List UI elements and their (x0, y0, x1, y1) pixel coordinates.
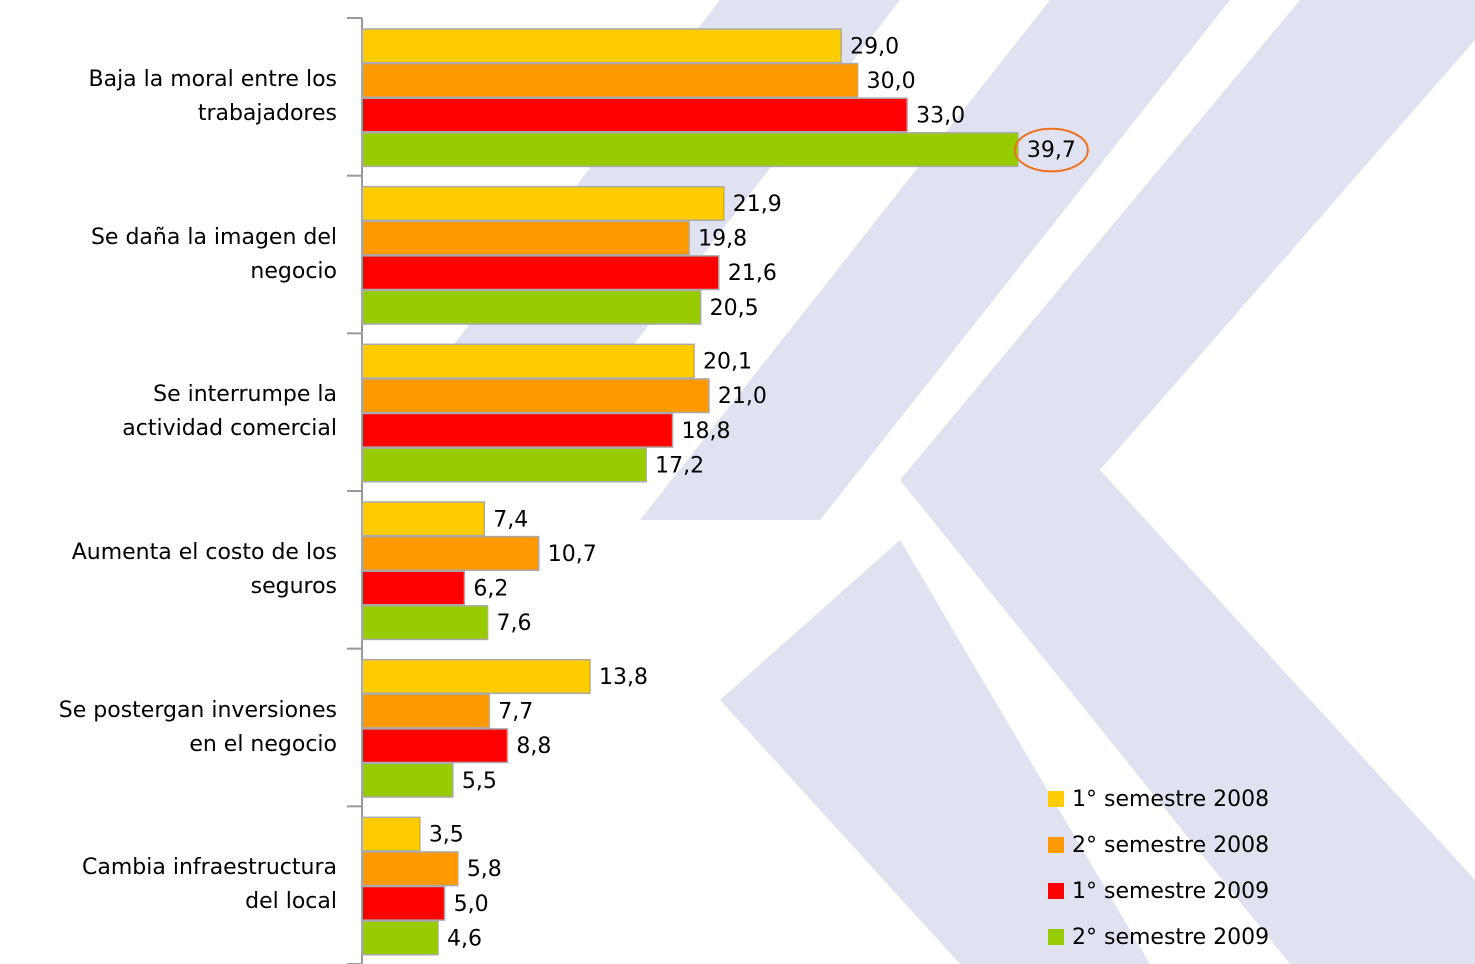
bar (361, 762, 454, 798)
value-label: 4,6 (447, 926, 482, 951)
value-label: 7,7 (498, 700, 533, 725)
bar (361, 132, 1019, 168)
bar (361, 728, 509, 764)
value-label: 5,8 (467, 857, 502, 882)
value-label: 8,8 (516, 734, 551, 759)
value-label: 39,7 (1027, 138, 1076, 163)
category-label: Cambia infraestructura del local (82, 855, 337, 915)
legend-swatch (1048, 883, 1064, 899)
bar (361, 185, 725, 222)
category-label: Se interrumpe la actividad comercial (122, 382, 337, 442)
category-label: Baja la moral entre los trabajadores (88, 66, 338, 126)
highlight-circle (1013, 127, 1089, 173)
legend-swatch (1048, 837, 1064, 853)
value-label: 20,5 (710, 296, 759, 321)
value-label: 10,7 (548, 542, 597, 567)
bar (361, 220, 690, 256)
bar (361, 851, 459, 887)
value-label: 21,0 (718, 384, 767, 409)
bar (361, 378, 710, 414)
category-label: Se postergan inversiones en el negocio (58, 697, 337, 757)
bar (361, 447, 647, 483)
value-label: 13,8 (599, 665, 648, 690)
bar (361, 535, 540, 571)
legend-label: 1° semestre 2008 (1072, 787, 1269, 812)
legend-label: 1° semestre 2009 (1072, 879, 1269, 904)
bar (361, 97, 908, 133)
value-label: 7,6 (497, 611, 532, 636)
bar (361, 343, 695, 379)
bar (361, 570, 466, 606)
value-label: 6,2 (473, 577, 508, 602)
value-label: 5,0 (454, 892, 489, 917)
legend-label: 2° semestre 2009 (1072, 925, 1269, 950)
value-label: 21,6 (728, 261, 777, 286)
value-label: 29,0 (850, 34, 899, 59)
value-label: 21,9 (733, 192, 782, 217)
bar (361, 501, 485, 537)
bar (361, 28, 842, 64)
category-label: Se daña la imagen del negocio (90, 224, 337, 284)
bar (361, 605, 489, 641)
bar (361, 412, 674, 448)
value-label: 20,1 (703, 350, 752, 375)
value-label: 30,0 (867, 69, 916, 94)
value-label: 3,5 (429, 823, 464, 848)
value-label: 19,8 (698, 227, 747, 252)
bar (361, 885, 446, 921)
bar (361, 658, 591, 695)
value-label: 5,5 (462, 769, 497, 794)
value-label: 7,4 (493, 507, 528, 532)
bar (361, 816, 421, 852)
bar (361, 62, 859, 98)
bar (361, 693, 490, 729)
bar (361, 289, 702, 325)
bar (361, 255, 720, 291)
value-label: 17,2 (655, 453, 704, 478)
legend-swatch (1048, 791, 1064, 807)
value-label: 33,0 (916, 104, 965, 129)
value-label: 18,8 (682, 419, 731, 444)
legend-label: 2° semestre 2008 (1072, 833, 1269, 858)
legend-swatch (1048, 929, 1064, 945)
bar (361, 920, 439, 956)
category-label: Aumenta el costo de los seguros (71, 539, 337, 599)
